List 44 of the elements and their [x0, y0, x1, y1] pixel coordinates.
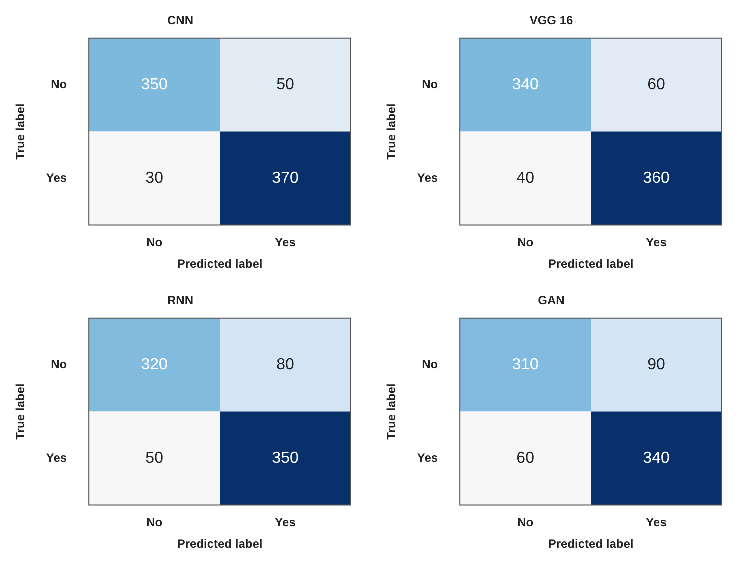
- data-label: 60: [516, 450, 535, 467]
- data-label: 30: [146, 170, 164, 187]
- data-label: 40: [516, 170, 535, 187]
- x-tick-label: No: [146, 516, 163, 530]
- y-axis-title: True label: [384, 384, 399, 440]
- data-label: 350: [141, 76, 168, 94]
- x-tick-label: Yes: [275, 516, 296, 530]
- chart-title: VGG 16: [530, 14, 574, 28]
- chart-title: GAN: [538, 294, 565, 308]
- y-tick-label: Yes: [417, 170, 438, 185]
- x-axis-title: Predicted label: [548, 537, 634, 552]
- x-axis-title: Predicted label: [548, 257, 634, 272]
- x-tick-label: Yes: [275, 236, 296, 250]
- x-axis-title: Predicted label: [177, 537, 263, 552]
- y-tick-label: Yes: [417, 450, 438, 465]
- y-axis-title: True label: [384, 104, 399, 160]
- y-tick-label: No: [422, 357, 438, 372]
- y-axis-title: True label: [14, 104, 28, 160]
- data-label: 360: [643, 170, 670, 187]
- data-label: 310: [512, 356, 540, 374]
- data-label: 370: [272, 170, 299, 187]
- data-label: 320: [141, 356, 168, 374]
- data-label: 60: [648, 76, 666, 94]
- data-label: 350: [272, 450, 299, 467]
- x-tick-label: No: [146, 236, 163, 250]
- data-label: 90: [648, 356, 666, 374]
- chart-title: RNN: [168, 294, 194, 308]
- y-tick-label: No: [51, 77, 68, 92]
- y-tick-label: Yes: [46, 170, 68, 185]
- y-tick-label: No: [422, 77, 438, 92]
- y-axis-title: True label: [14, 384, 28, 440]
- data-label: 50: [146, 450, 164, 467]
- x-axis-title: Predicted label: [177, 257, 263, 272]
- data-label: 50: [276, 76, 295, 94]
- x-tick-label: Yes: [646, 516, 668, 530]
- data-label: 340: [643, 450, 670, 467]
- x-tick-label: Yes: [646, 236, 668, 250]
- x-tick-label: No: [518, 236, 534, 250]
- data-label: 340: [512, 76, 540, 94]
- y-tick-label: Yes: [46, 450, 68, 465]
- data-label: 80: [276, 356, 295, 374]
- x-tick-label: No: [518, 516, 534, 530]
- y-tick-label: No: [51, 357, 68, 372]
- chart-title: CNN: [168, 14, 194, 28]
